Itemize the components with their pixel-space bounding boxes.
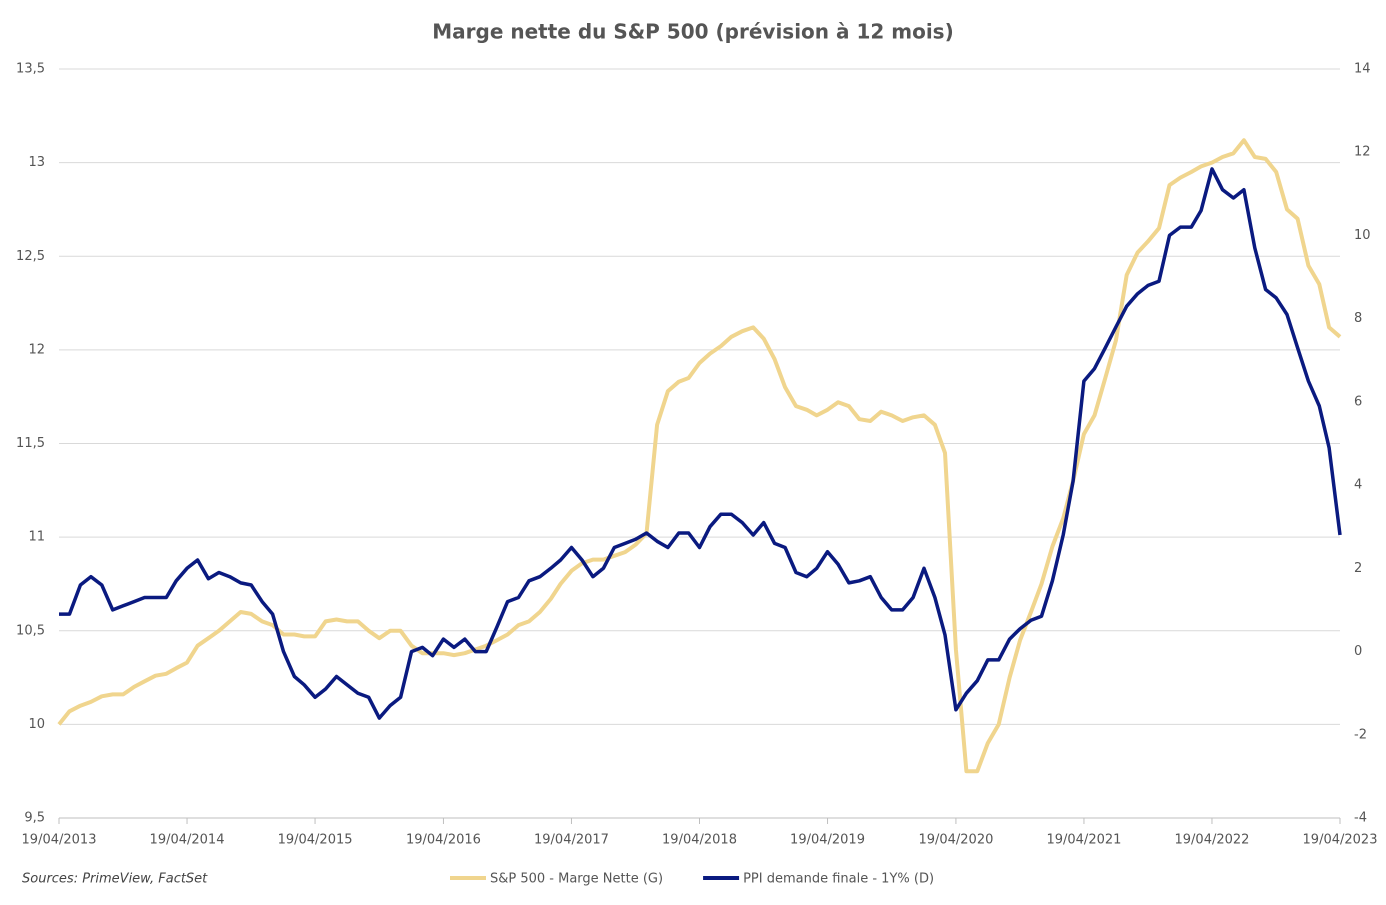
chart-title: Marge nette du S&P 500 (prévision à 12 m… bbox=[432, 20, 953, 44]
y-tick-label: 10,5 bbox=[16, 623, 45, 638]
series-line bbox=[59, 167, 1342, 720]
y2-tick-label: 2 bbox=[1354, 561, 1362, 576]
x-tick-label: 19/04/2013 bbox=[22, 833, 97, 848]
y2-tick-label: 4 bbox=[1354, 478, 1362, 493]
y2-tick-label: -4 bbox=[1354, 811, 1367, 826]
y-tick-label: 12 bbox=[28, 342, 45, 357]
legend-label: PPI demande finale - 1Y% (D) bbox=[743, 872, 934, 887]
y-tick-label: 13,5 bbox=[16, 62, 45, 77]
x-tick-label: 19/04/2019 bbox=[790, 833, 865, 848]
x-tick-label: 19/04/2021 bbox=[1046, 833, 1121, 848]
x-tick-label: 19/04/2022 bbox=[1175, 833, 1250, 848]
y-tick-label: 12,5 bbox=[16, 249, 45, 264]
legend-label: S&P 500 - Marge Nette (G) bbox=[490, 872, 663, 887]
y2-tick-label: 0 bbox=[1354, 644, 1362, 659]
y2-tick-label: 14 bbox=[1354, 62, 1371, 77]
x-tick-label: 19/04/2017 bbox=[534, 833, 609, 848]
y2-tick-label: 12 bbox=[1354, 145, 1371, 160]
source-note: Sources: PrimeView, FactSet bbox=[22, 872, 208, 887]
y-tick-label: 11 bbox=[28, 530, 45, 545]
series-line bbox=[57, 138, 1342, 774]
y2-tick-label: 10 bbox=[1354, 228, 1371, 243]
x-tick-label: 19/04/2015 bbox=[278, 833, 353, 848]
x-tick-label: 19/04/2016 bbox=[406, 833, 481, 848]
x-tick-label: 19/04/2014 bbox=[150, 833, 225, 848]
y-tick-label: 9,5 bbox=[24, 811, 45, 826]
y2-tick-label: 8 bbox=[1354, 311, 1362, 326]
x-tick-label: 19/04/2018 bbox=[662, 833, 737, 848]
y2-tick-label: -2 bbox=[1354, 727, 1367, 742]
y-tick-label: 11,5 bbox=[16, 436, 45, 451]
x-tick-label: 19/04/2023 bbox=[1303, 833, 1378, 848]
y-tick-label: 10 bbox=[28, 717, 45, 732]
x-tick-label: 19/04/2020 bbox=[918, 833, 993, 848]
y2-tick-label: 6 bbox=[1354, 394, 1362, 409]
y-tick-label: 13 bbox=[28, 155, 45, 170]
